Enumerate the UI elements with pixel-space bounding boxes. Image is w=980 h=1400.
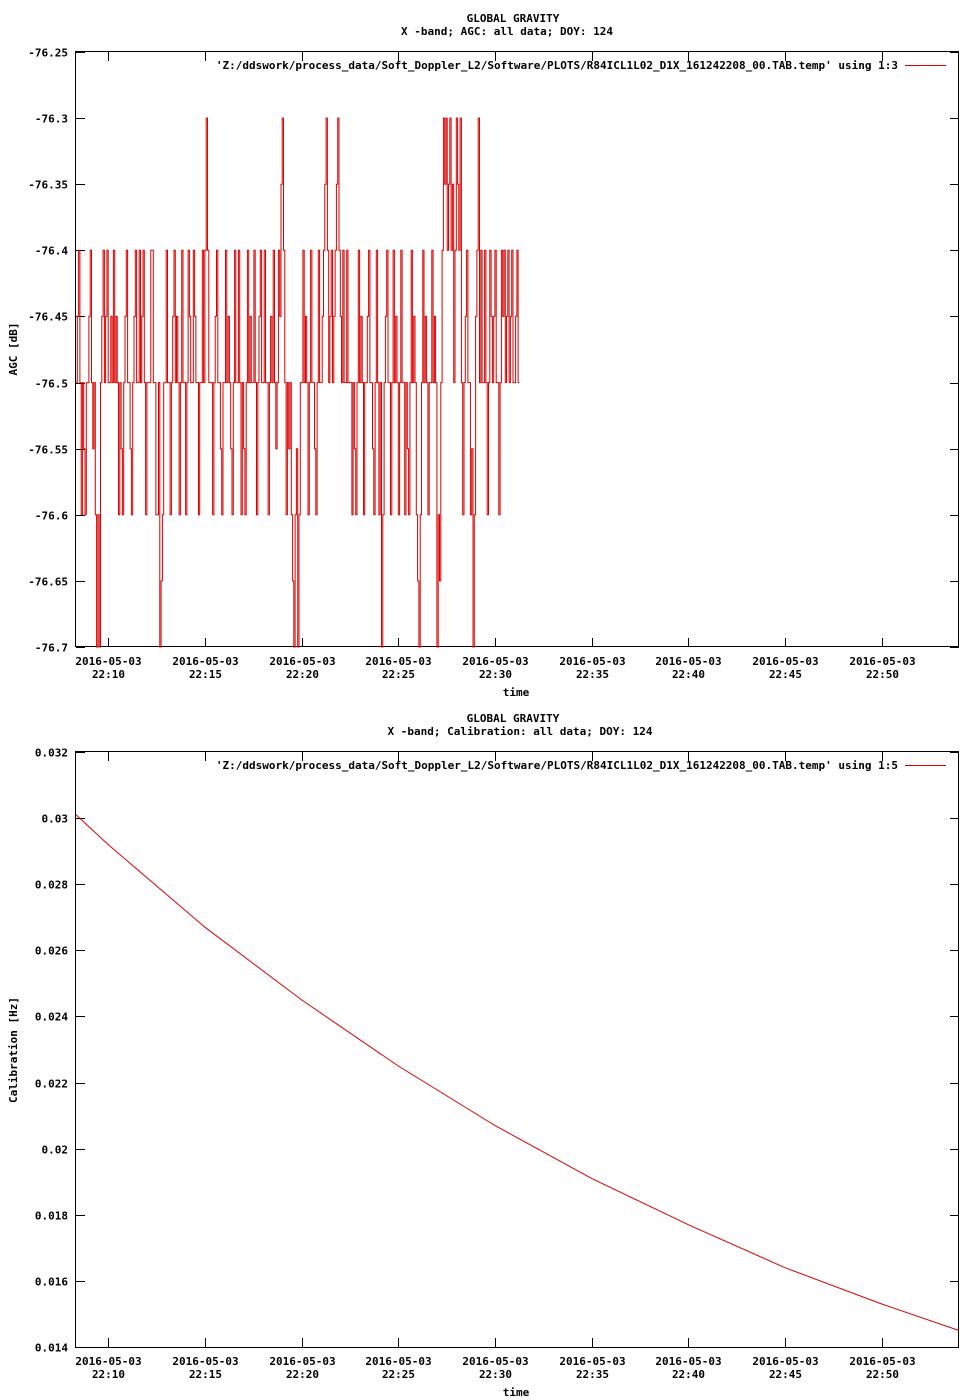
calibration-x-tick-time: 22:20 xyxy=(286,1368,319,1381)
agc-x-tick-date: 2016-05-03 xyxy=(172,655,238,668)
calibration-x-tick-date: 2016-05-03 xyxy=(172,1355,238,1368)
calibration-x-tick-time: 22:25 xyxy=(382,1368,415,1381)
calibration-x-tick-date: 2016-05-03 xyxy=(75,1355,141,1368)
calibration-y-tick-label: 0.016 xyxy=(35,1276,68,1289)
agc-y-tick-label: -76.45 xyxy=(28,311,68,324)
agc-x-tick-time: 22:35 xyxy=(576,668,609,681)
calibration-x-tick-time: 22:35 xyxy=(576,1368,609,1381)
calibration-y-tick-label: 0.02 xyxy=(42,1144,69,1157)
calibration-x-ticks: 2016-05-0322:102016-05-0322:152016-05-03… xyxy=(75,752,916,1381)
calibration-y-tick-label: 0.018 xyxy=(35,1210,68,1223)
agc-x-tick-time: 22:50 xyxy=(866,668,899,681)
calibration-chart: GLOBAL GRAVITY X -band; Calibration: all… xyxy=(7,712,960,1399)
agc-y-tick-label: -76.35 xyxy=(28,179,68,192)
calibration-y-ticks: 0.032 0.03 0.028 0.026 0.024 0.022 0.02 0.018 0.… xyxy=(35,747,959,1355)
agc-y-tick-label: -76.25 xyxy=(28,47,68,60)
agc-x-tick-time: 22:15 xyxy=(189,668,222,681)
agc-x-tick-date: 2016-05-03 xyxy=(849,655,915,668)
agc-x-tick-time: 22:40 xyxy=(672,668,705,681)
calibration-x-tick-time: 22:10 xyxy=(92,1368,125,1381)
calibration-x-tick-time: 22:30 xyxy=(479,1368,512,1381)
calibration-x-tick-date: 2016-05-03 xyxy=(752,1355,818,1368)
calibration-series-line xyxy=(75,814,960,1331)
calibration-x-tick-time: 22:15 xyxy=(189,1368,222,1381)
calibration-y-tick-label: 0.024 xyxy=(35,1011,68,1024)
agc-x-tick-date: 2016-05-03 xyxy=(559,655,625,668)
agc-x-tick-time: 22:20 xyxy=(286,668,319,681)
agc-x-tick-date: 2016-05-03 xyxy=(365,655,431,668)
calibration-x-axis-label: time xyxy=(503,1386,530,1399)
agc-y-tick-label: -76.7 xyxy=(35,642,68,655)
calibration-x-tick-time: 22:45 xyxy=(769,1368,802,1381)
calibration-y-tick-label: 0.014 xyxy=(35,1342,68,1355)
agc-y-axis-label: AGC [dB] xyxy=(7,323,20,376)
agc-legend-label: 'Z:/ddswork/process_data/Soft_Doppler_L2… xyxy=(216,59,898,72)
calibration-x-tick-time: 22:40 xyxy=(672,1368,705,1381)
agc-y-tick-label: -76.4 xyxy=(35,245,68,258)
agc-y-ticks: -76.25 -76.3 -76.35 -76.4 -76.45 -76.5 -76.55 -… xyxy=(28,47,959,655)
agc-y-tick-label: -76.55 xyxy=(28,444,68,457)
calibration-x-tick-date: 2016-05-03 xyxy=(269,1355,335,1368)
calibration-legend-label: 'Z:/ddswork/process_data/Soft_Doppler_L2… xyxy=(216,759,898,772)
calibration-chart-title: GLOBAL GRAVITY xyxy=(467,712,560,725)
calibration-plot-frame xyxy=(75,751,959,1348)
agc-y-tick-label: -76.5 xyxy=(35,378,68,391)
calibration-legend: 'Z:/ddswork/process_data/Soft_Doppler_L2… xyxy=(216,759,946,772)
agc-x-tick-time: 22:30 xyxy=(479,668,512,681)
agc-x-tick-date: 2016-05-03 xyxy=(75,655,141,668)
agc-x-axis-label: time xyxy=(503,686,530,699)
agc-series-line xyxy=(76,117,520,648)
agc-chart-subtitle: X -band; AGC: all data; DOY: 124 xyxy=(401,25,613,38)
agc-x-tick-date: 2016-05-03 xyxy=(462,655,528,668)
calibration-x-tick-time: 22:50 xyxy=(866,1368,899,1381)
agc-y-tick-label: -76.6 xyxy=(35,510,68,523)
agc-x-tick-time: 22:25 xyxy=(382,668,415,681)
calibration-x-tick-date: 2016-05-03 xyxy=(849,1355,915,1368)
agc-x-tick-date: 2016-05-03 xyxy=(269,655,335,668)
agc-chart: GLOBAL GRAVITY X -band; AGC: all data; D… xyxy=(7,12,959,699)
agc-x-ticks: 2016-05-0322:102016-05-0322:152016-05-03… xyxy=(75,52,916,681)
agc-x-tick-time: 22:10 xyxy=(92,668,125,681)
calibration-y-tick-label: 0.022 xyxy=(35,1078,68,1091)
calibration-y-tick-label: 0.032 xyxy=(35,747,68,760)
calibration-chart-subtitle: X -band; Calibration: all data; DOY: 124 xyxy=(388,725,653,738)
calibration-y-tick-label: 0.026 xyxy=(35,945,68,958)
calibration-x-tick-date: 2016-05-03 xyxy=(655,1355,721,1368)
calibration-x-tick-date: 2016-05-03 xyxy=(365,1355,431,1368)
agc-plot-frame xyxy=(75,51,959,647)
agc-legend: 'Z:/ddswork/process_data/Soft_Doppler_L2… xyxy=(216,59,946,72)
calibration-y-tick-label: 0.028 xyxy=(35,879,68,892)
agc-x-tick-date: 2016-05-03 xyxy=(655,655,721,668)
agc-chart-title: GLOBAL GRAVITY xyxy=(467,12,560,25)
agc-y-tick-label: -76.65 xyxy=(28,576,68,589)
calibration-x-tick-date: 2016-05-03 xyxy=(559,1355,625,1368)
calibration-y-tick-label: 0.03 xyxy=(42,813,69,826)
agc-x-tick-time: 22:45 xyxy=(769,668,802,681)
calibration-y-axis-label: Calibration [Hz] xyxy=(7,997,20,1103)
calibration-x-tick-date: 2016-05-03 xyxy=(462,1355,528,1368)
agc-x-tick-date: 2016-05-03 xyxy=(752,655,818,668)
agc-y-tick-label: -76.3 xyxy=(35,113,68,126)
